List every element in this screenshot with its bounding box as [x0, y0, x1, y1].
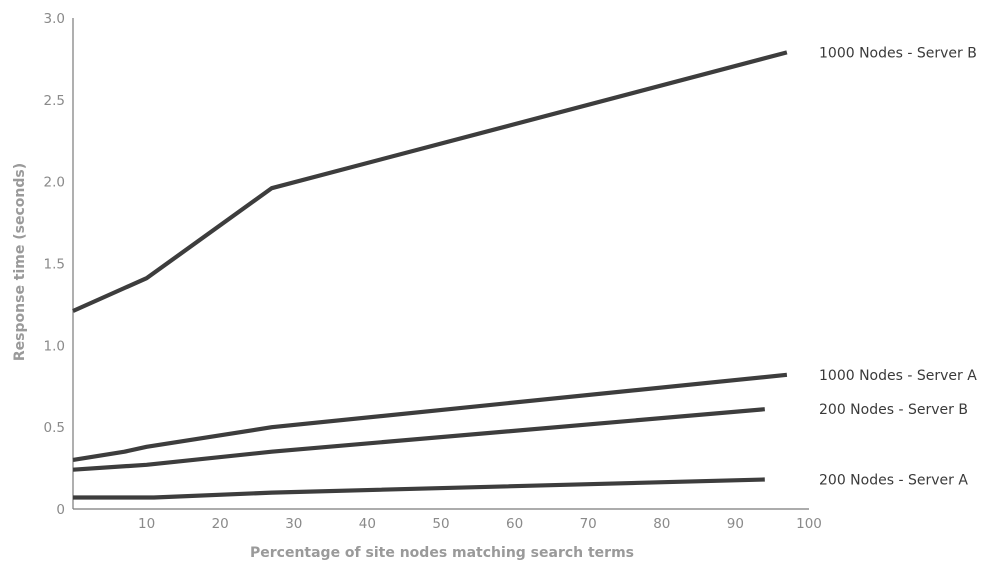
- series-label-4: 200 Nodes - Server A: [819, 473, 968, 489]
- x-tick-labels: 10 20 30 40 50 60 70 80 90 100: [138, 516, 822, 532]
- y-tick-label: 2.0: [44, 175, 65, 191]
- x-tick-label: 70: [580, 516, 597, 532]
- y-tick-label: 0: [56, 502, 65, 518]
- x-axis-title: Percentage of site nodes matching search…: [250, 545, 634, 561]
- x-tick-label: 60: [506, 516, 523, 532]
- y-tick-label: 1.5: [44, 257, 65, 273]
- series-lines: [72, 50, 788, 500]
- x-tick-label: 50: [432, 516, 449, 532]
- axes: [72, 18, 809, 510]
- x-tick-label: 10: [138, 516, 155, 532]
- y-tick-label: 0.5: [44, 420, 65, 436]
- series-line-2: [72, 372, 788, 462]
- y-tick-labels: 0 0.5 1.0 1.5 2.0 2.5 3.0: [44, 11, 65, 518]
- series-label-3: 200 Nodes - Server B: [819, 402, 968, 418]
- y-tick-label: 2.5: [44, 93, 65, 109]
- x-tick-label: 100: [796, 516, 822, 532]
- x-tick-label: 90: [727, 516, 744, 532]
- x-tick-label: 20: [212, 516, 229, 532]
- series-line-3: [72, 407, 765, 472]
- series-label-2: 1000 Nodes - Server A: [819, 368, 977, 384]
- series-labels: 1000 Nodes - Server B 1000 Nodes - Server…: [819, 45, 977, 488]
- x-tick-label: 80: [653, 516, 670, 532]
- series-line-1: [72, 50, 788, 313]
- x-tick-label: 30: [285, 516, 302, 532]
- x-tick-label: 40: [359, 516, 376, 532]
- series-label-1: 1000 Nodes - Server B: [819, 45, 977, 61]
- y-axis-title: Response time (seconds): [12, 163, 28, 361]
- y-tick-label: 3.0: [44, 11, 65, 27]
- y-tick-label: 1.0: [44, 338, 65, 354]
- series-line-4: [73, 477, 765, 500]
